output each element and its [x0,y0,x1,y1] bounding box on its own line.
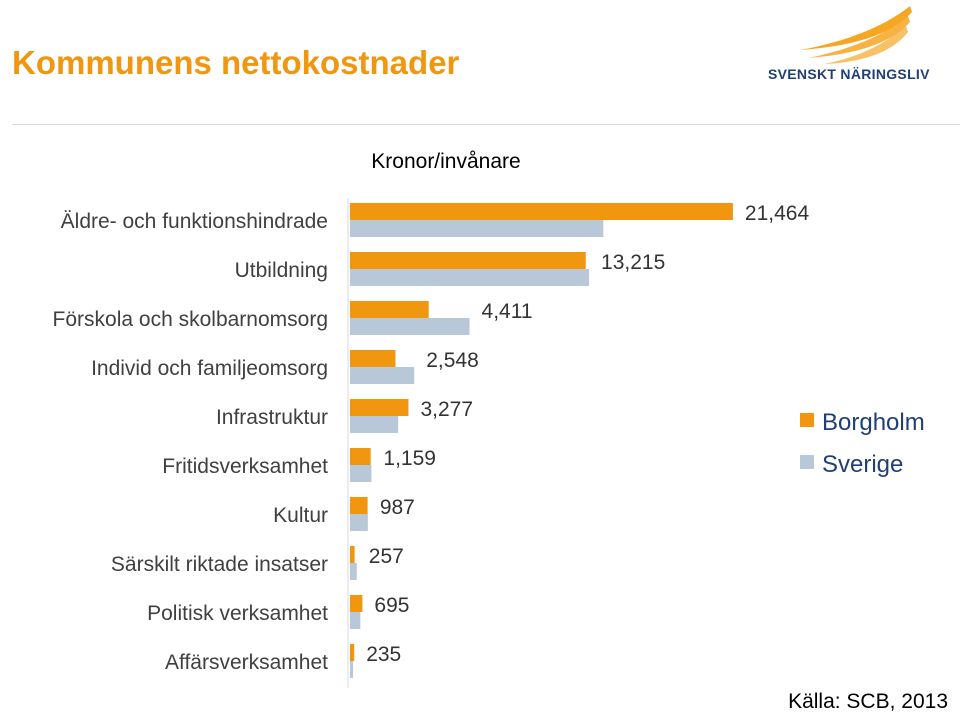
page-title: Kommunens nettokostnader [12,44,460,81]
data-label: 257 [369,545,404,568]
bar-sverige [350,416,399,433]
data-label: 3,277 [420,398,473,421]
bar-borgholm [350,595,363,612]
bar-borgholm [350,399,409,416]
svenskt-naringsliv-logo [800,6,912,64]
bar-borgholm [350,350,396,367]
data-label: 21,464 [745,202,810,225]
category-label: Utbildning [235,259,328,282]
header-divider [12,124,960,125]
category-label: Fritidsverksamhet [162,455,328,478]
category-label: Infrastruktur [216,406,328,429]
logo-wings-icon [800,6,912,64]
bar-borgholm [350,252,586,269]
logo-text: SVENSKT NÄRINGSLIV [768,66,930,82]
legend-label: Sverige [822,451,903,478]
data-label: 13,215 [601,251,665,274]
bar-borgholm [350,203,733,220]
category-label: Äldre- och funktionshindrade [61,210,328,233]
bar-borgholm [350,448,371,465]
bar-sverige [350,612,361,629]
category-label: Individ och familjeomsorg [91,357,328,380]
legend-swatch-borgholm [800,413,814,427]
category-label: Förskola och skolbarnomsorg [53,308,328,331]
category-label: Politisk verksamhet [147,602,328,625]
data-label: 4,411 [482,300,533,323]
bar-borgholm [350,644,355,661]
bar-sverige [350,220,604,237]
data-label: 1,159 [383,447,436,470]
category-label: Särskilt riktade insatser [111,553,328,576]
legend-label: Borgholm [822,409,925,436]
data-label: 235 [366,643,401,666]
data-label: 987 [380,496,415,519]
bar-sverige [350,367,415,384]
bar-borgholm [350,546,355,563]
bar-sverige [350,563,357,580]
chart-title: Kronor/invånare [371,150,520,173]
legend-swatch-sverige [800,455,814,469]
bar-sverige [350,269,590,286]
bar-sverige [350,465,372,482]
bar-sverige [350,318,470,335]
category-label: Affärsverksamhet [165,651,328,674]
legend: Borgholm Sverige [800,409,925,478]
bar-borgholm [350,497,368,514]
data-label: 2,548 [426,349,479,372]
bar-sverige [350,661,354,678]
source-note: Källa: SCB, 2013 [788,690,948,713]
bar-borgholm [350,301,429,318]
bar-sverige [350,514,368,531]
data-label: 695 [374,594,409,617]
category-label: Kultur [273,504,328,527]
